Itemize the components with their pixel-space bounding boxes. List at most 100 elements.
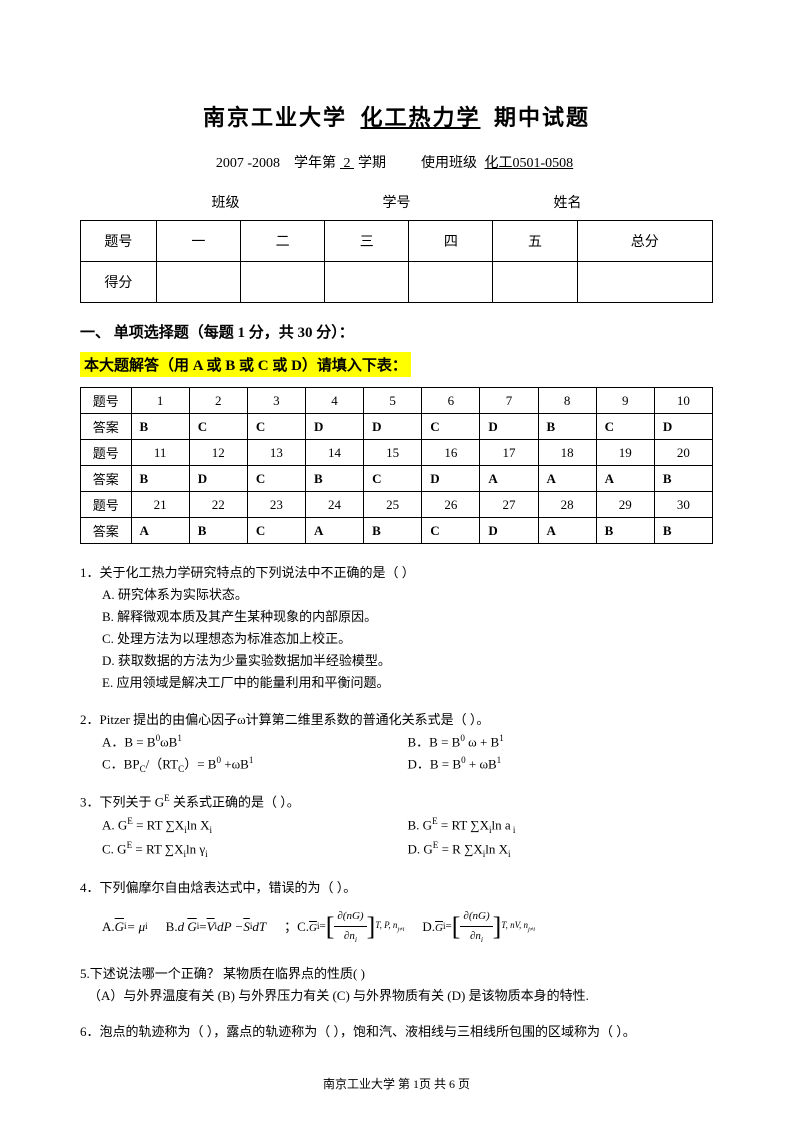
q2-c-m1: /（RT	[146, 756, 178, 771]
q4-opt-c: ；C. Gi = [ ∂(nG) ∂ni ] T, P, nj≠i	[284, 905, 404, 949]
q4-opt-a: A. Gi = μi	[102, 916, 148, 938]
ans-num: 18	[538, 440, 596, 466]
answer-table: 题号 1 2 3 4 5 6 7 8 9 10 答案 B C C D D C D…	[80, 387, 713, 544]
q3-sp: 3．下列关于 G	[80, 795, 164, 810]
ans-num: 19	[596, 440, 654, 466]
ans-num: 6	[422, 388, 480, 414]
label-name: 姓名	[554, 192, 582, 212]
ans-label-q: 题号	[81, 388, 132, 414]
q3-opt-d: D. GE = R ∑Xiln Xi	[408, 838, 714, 862]
ans-val: C	[247, 466, 305, 492]
ans-val: A	[131, 518, 189, 544]
q2-b-p: B．B = B	[408, 734, 461, 749]
question-1: 1．关于化工热力学研究特点的下列说法中不正确的是（ ） A. 研究体系为实际状态…	[80, 562, 713, 695]
q1-opt-c: C. 处理方法为以理想态为标准态加上校正。	[102, 628, 713, 650]
ans-val: B	[305, 466, 363, 492]
ans-val: D	[480, 518, 538, 544]
q2-b-m: ω + B	[465, 734, 499, 749]
ans-num: 12	[189, 440, 247, 466]
ans-num: 21	[131, 492, 189, 518]
q1-opt-a: A. 研究体系为实际状态。	[102, 584, 713, 606]
score-cell	[493, 262, 577, 303]
ans-val: B	[596, 518, 654, 544]
bracket-icon: ]	[493, 905, 502, 949]
ans-num: 8	[538, 388, 596, 414]
ans-row-ans: 答案 B C C D D C D B C D	[81, 414, 713, 440]
question-5: 5.下述说法哪一个正确？ 某物质在临界点的性质( ) （A）与外界温度有关 (B…	[80, 963, 713, 1007]
q4-opt-d: D. Gi = [ ∂(nG) ∂ni ] T, nV, nj≠i	[422, 905, 535, 949]
ans-num: 24	[305, 492, 363, 518]
q4a-l: A.	[102, 916, 115, 938]
q3-sf: 关系式正确的是（ ）。	[170, 795, 300, 810]
q2-stem: 2．Pitzer 提出的由偏心因子ω计算第二维里系数的普通化关系式是（ ）。	[80, 709, 713, 731]
ans-num: 11	[131, 440, 189, 466]
ans-num: 16	[422, 440, 480, 466]
class-label: 使用班级	[421, 156, 477, 171]
ans-val: A	[596, 466, 654, 492]
q4b-g: G	[187, 919, 196, 934]
q4d-cs: j≠i	[528, 926, 535, 933]
ans-num: 2	[189, 388, 247, 414]
title-course: 化工热力学	[360, 105, 480, 130]
q4c-cs: j≠i	[397, 926, 404, 933]
ans-val: C	[189, 414, 247, 440]
ans-label-a: 答案	[81, 466, 132, 492]
q3b-m2: ln a	[492, 817, 511, 832]
ans-val: B	[131, 414, 189, 440]
ans-num: 15	[364, 440, 422, 466]
score-col-2: 二	[240, 221, 324, 262]
q4c-cond: T, P, nj≠i	[375, 918, 404, 936]
q3d-m: = R ∑X	[438, 842, 482, 857]
q3c-m2: ln γ	[186, 842, 205, 857]
q2-b-s2: 1	[499, 733, 504, 743]
q3d-m2: ln X	[485, 842, 508, 857]
q4d-num: ∂(nG)	[463, 910, 489, 922]
score-row-values: 得分	[81, 262, 713, 303]
q2-opt-a: A．B = B0ωB1	[102, 731, 408, 753]
q3b-p: B. G	[408, 817, 433, 832]
bracket-icon: [	[326, 905, 335, 949]
ans-val: B	[654, 518, 712, 544]
ans-num: 17	[480, 440, 538, 466]
ans-num: 26	[422, 492, 480, 518]
q3a-m: = RT ∑X	[133, 817, 184, 832]
ans-val: A	[480, 466, 538, 492]
score-table: 题号 一 二 三 四 五 总分 得分	[80, 220, 713, 303]
ans-num: 3	[247, 388, 305, 414]
ans-num: 1	[131, 388, 189, 414]
year: 2007 -2008	[216, 156, 280, 171]
q4-stem: 4．下列偏摩尔自由焓表达式中，错误的为（ ）。	[80, 877, 713, 899]
q4-opt-b: B. d Gi = Vi dP − Si dT	[166, 916, 266, 938]
ans-val: C	[247, 414, 305, 440]
ans-val: C	[364, 466, 422, 492]
section1-subheader: 本大题解答（用 A 或 B 或 C 或 D）请填入下表：	[80, 352, 411, 377]
q5-stem: 5.下述说法哪一个正确？ 某物质在临界点的性质( )	[80, 963, 713, 985]
q1-stem: 1．关于化工热力学研究特点的下列说法中不正确的是（ ）	[80, 562, 713, 584]
label-id: 学号	[383, 192, 411, 212]
q4b-eq: =	[199, 916, 206, 938]
ans-val: B	[538, 414, 596, 440]
q2-a-m: ωB	[160, 734, 177, 749]
q4c-densub: i	[355, 935, 357, 944]
q3d-p: D. G	[408, 842, 433, 857]
ans-label-a: 答案	[81, 518, 132, 544]
ans-num: 20	[654, 440, 712, 466]
q4-options: A. Gi = μi B. d Gi = Vi dP − Si dT ；C. G…	[80, 905, 713, 949]
q3c-m: = RT ∑X	[132, 842, 183, 857]
question-2: 2．Pitzer 提出的由偏心因子ω计算第二维里系数的普通化关系式是（ ）。 A…	[80, 709, 713, 778]
q3-stem: 3．下列关于 GE 关系式正确的是（ ）。	[80, 791, 713, 813]
page-title: 南京工业大学 化工热力学 期中试题	[80, 100, 713, 132]
ans-num: 5	[364, 388, 422, 414]
title-university: 南京工业大学	[203, 105, 347, 130]
q4d-g: G	[435, 922, 443, 934]
q4c-num: ∂(nG)	[337, 910, 363, 922]
q1-opt-d: D. 获取数据的方法为少量实验数据加半经验模型。	[102, 650, 713, 672]
q4b-dt: dT	[252, 919, 266, 934]
q4d-l: D.	[422, 916, 435, 938]
q4a-eq: = μ	[127, 919, 146, 934]
q3-opt-a: A. GE = RT ∑Xiln Xi	[102, 814, 408, 838]
ans-num: 30	[654, 492, 712, 518]
q3c-b2: i	[205, 849, 208, 859]
q2-c-p: C．BP	[102, 756, 140, 771]
ans-row-nums: 题号 11 12 13 14 15 16 17 18 19 20	[81, 440, 713, 466]
